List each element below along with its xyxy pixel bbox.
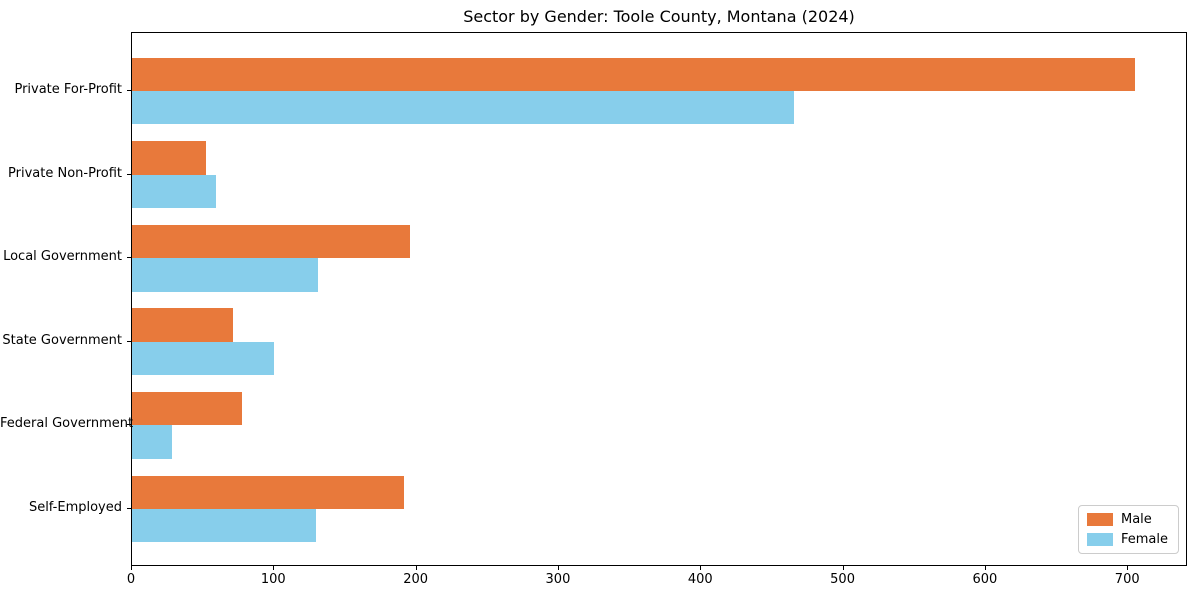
ytick-mark-5 [127, 508, 131, 509]
ytick-label-1: Private Non-Profit [8, 165, 122, 181]
xtick-mark-300 [557, 566, 559, 570]
ytick-mark-1 [127, 173, 131, 175]
chart-title: Sector by Gender: Toole County, Montana … [463, 7, 855, 26]
xtick-mark-600 [984, 566, 986, 570]
ytick-mark-3 [127, 340, 131, 342]
plot-area: Male Female [131, 32, 1187, 566]
ytick-mark-2 [127, 257, 131, 259]
bar-male-1 [132, 141, 206, 175]
xtick-label-0: 0 [126, 572, 136, 587]
bar-female-4 [132, 425, 172, 459]
xtick-label-300: 300 [545, 572, 571, 587]
bar-female-3 [132, 341, 275, 376]
ytick-label-5: Self-Employed [28, 500, 122, 515]
xtick-label-100: 100 [260, 572, 286, 587]
bar-male-5 [132, 475, 404, 509]
xtick-label-500: 500 [830, 572, 855, 587]
xtick-label-200: 200 [403, 572, 429, 587]
xtick-mark-500 [842, 566, 844, 570]
legend-swatch-male [1086, 513, 1113, 526]
ytick-mark-0 [127, 90, 131, 91]
xtick-mark-700 [1127, 566, 1129, 570]
bar-male-2 [132, 224, 410, 259]
legend-label-male: Male [1120, 512, 1152, 527]
xtick-mark-200 [415, 566, 417, 570]
legend-label-female: Female [1120, 532, 1168, 547]
ytick-label-2: Local Government [3, 249, 122, 265]
legend-swatch-female [1086, 533, 1113, 546]
xtick-label-400: 400 [687, 572, 713, 587]
bar-male-0 [132, 57, 1136, 91]
xtick-mark-0 [131, 566, 132, 570]
xtick-label-700: 700 [1114, 572, 1140, 587]
bar-female-2 [132, 258, 319, 292]
bar-female-5 [132, 509, 316, 543]
xtick-label-600: 600 [972, 572, 998, 587]
ytick-label-3: State Government [2, 332, 122, 348]
legend-item-female: Female [1086, 532, 1168, 547]
xtick-mark-100 [273, 566, 275, 570]
bar-male-4 [132, 392, 242, 426]
bar-female-1 [132, 174, 216, 208]
ytick-mark-4 [127, 424, 131, 426]
ytick-label-4: Federal Government [0, 416, 134, 432]
legend-item-male: Male [1086, 512, 1168, 527]
bar-female-0 [132, 91, 794, 125]
legend: Male Female [1077, 505, 1179, 554]
bar-male-3 [132, 308, 234, 342]
xtick-mark-400 [700, 566, 702, 570]
ytick-label-0: Private For-Profit [14, 82, 122, 97]
